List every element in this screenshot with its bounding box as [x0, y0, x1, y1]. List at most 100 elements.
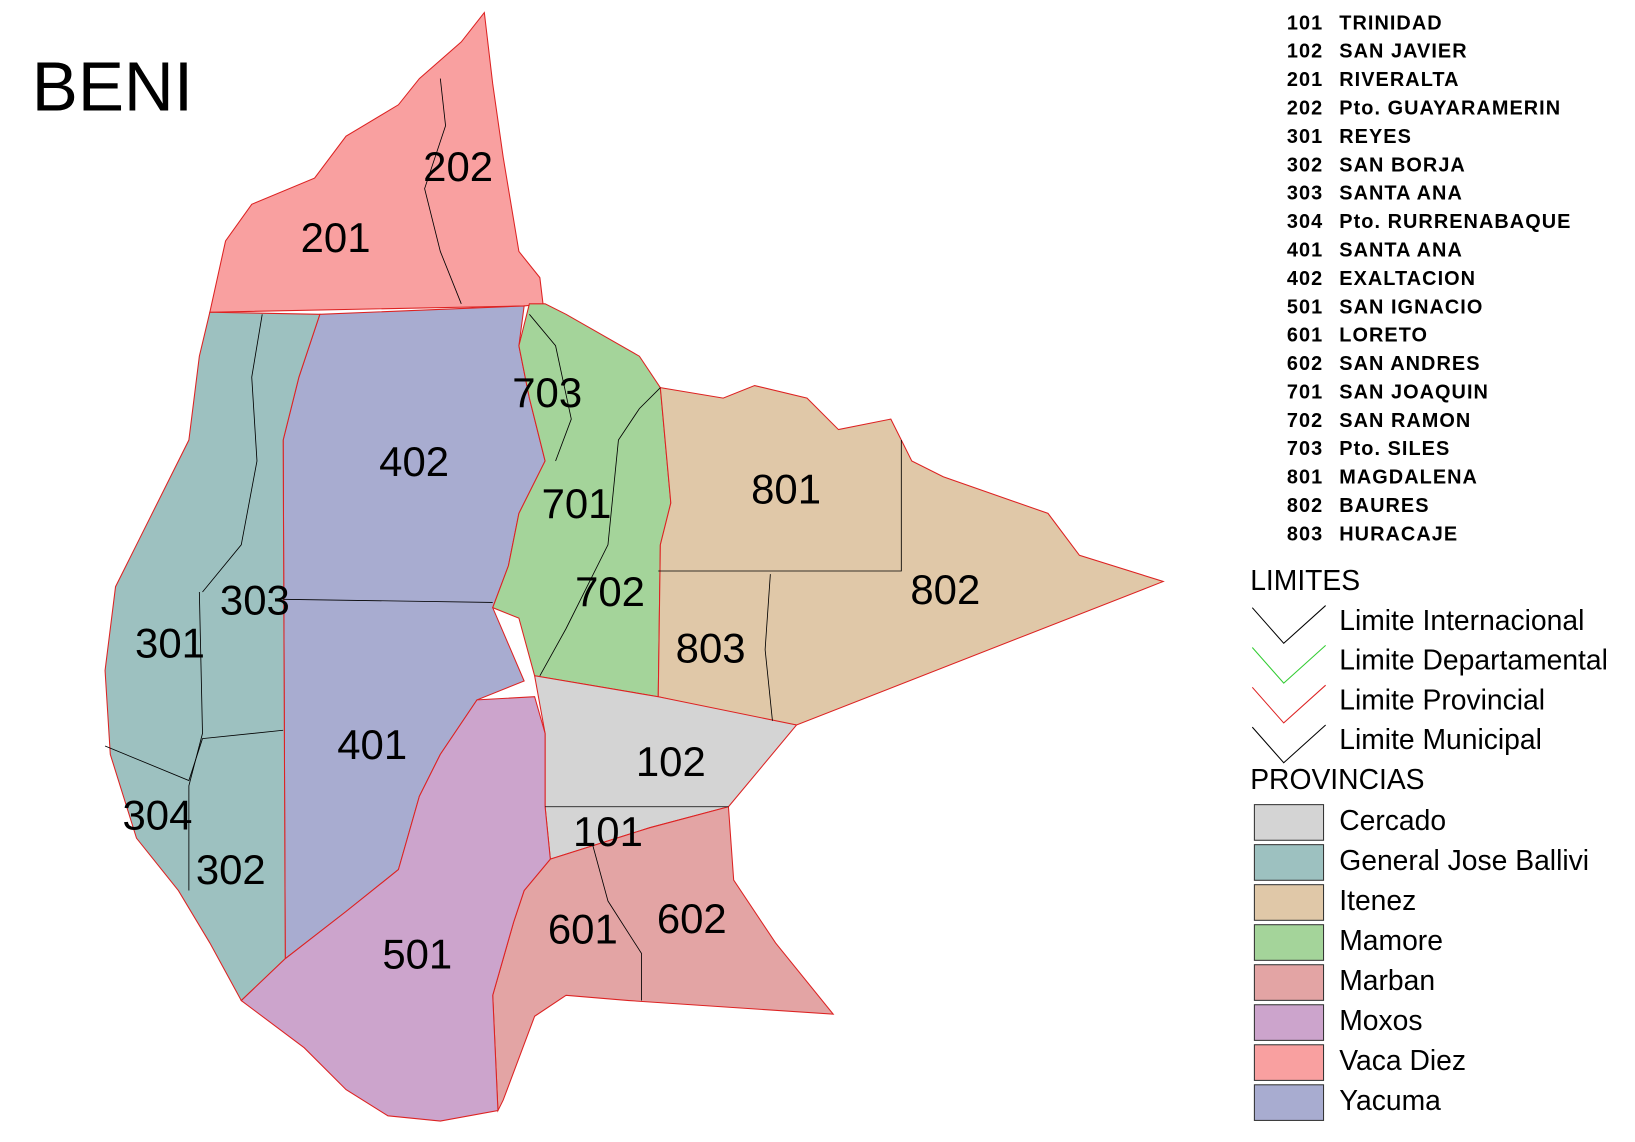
province-swatch [1253, 1084, 1325, 1121]
municipality-name: TRINIDAD [1339, 12, 1442, 34]
limit-label: Limite Internacional [1339, 604, 1584, 636]
municipality-name: SAN JAVIER [1339, 41, 1467, 63]
province-area [657, 385, 1165, 726]
municipality-label: 303 [220, 577, 290, 624]
municipal-boundary [591, 843, 642, 1001]
municipal-boundary [283, 598, 493, 603]
map-labels: 101 102 201 202 301 302 303 304 401 402 501 601 602 7… [122, 143, 980, 978]
legend: 101 TRINIDAD 102 SAN JAVIER 201 RIVERALTA 202 P… [1250, 12, 1608, 1121]
province-name: Moxos [1339, 1004, 1422, 1036]
municipality-code: 602 [1287, 353, 1323, 375]
municipal-boundary [529, 314, 572, 462]
municipality-label: 202 [423, 143, 493, 190]
municipality-code: 803 [1287, 523, 1323, 545]
limit-label: Limite Departamental [1339, 644, 1608, 676]
municipality-code: 302 [1287, 154, 1323, 176]
province-name: Mamore [1339, 924, 1443, 956]
municipality-name: SANTA ANA [1339, 239, 1463, 261]
municipality-name: SAN IGNACIO [1339, 296, 1483, 318]
municipality-name: EXALTACION [1339, 268, 1476, 290]
municipality-label: 703 [512, 369, 582, 416]
municipality-label: 802 [910, 566, 980, 613]
municipality-name: SAN ANDRES [1339, 353, 1480, 375]
municipality-name: SAN BORJA [1339, 154, 1466, 176]
municipality-label: 801 [751, 465, 821, 512]
municipality-label: 302 [196, 846, 266, 893]
limit-symbol [1251, 684, 1326, 724]
province-swatch [1253, 964, 1325, 1001]
municipality-name: Pto. SILES [1339, 438, 1450, 460]
municipality-code: 101 [1287, 12, 1323, 34]
municipality-label: 201 [301, 214, 371, 261]
municipality-name: BAURES [1339, 495, 1429, 517]
municipality-code: 601 [1287, 325, 1323, 347]
province-swatch [1253, 844, 1325, 881]
province-swatch [1253, 804, 1325, 841]
municipality-code: 703 [1287, 438, 1323, 460]
map-title: BENI [32, 47, 193, 125]
municipality-label: 803 [676, 625, 746, 672]
municipality-code: 304 [1287, 211, 1323, 233]
province-swatch [1253, 1044, 1325, 1081]
municipality-code: 202 [1287, 98, 1323, 120]
municipal-boundary [424, 78, 462, 304]
municipal-boundary [104, 729, 284, 782]
municipality-code: 401 [1287, 239, 1323, 261]
municipality-name: RIVERALTA [1339, 69, 1459, 91]
province-name: Cercado [1339, 804, 1446, 836]
municipal-boundary [202, 314, 263, 593]
province-name: General Jose Ballivi [1339, 844, 1589, 876]
provinces-heading: PROVINCIAS [1250, 763, 1424, 795]
municipality-label: 701 [542, 480, 612, 527]
province-area [240, 696, 551, 1122]
municipality-name: SAN RAMON [1339, 410, 1471, 432]
municipality-label: 301 [135, 619, 205, 666]
municipality-label: 304 [122, 791, 192, 838]
limit-symbol [1251, 605, 1326, 645]
municipality-label: 401 [337, 721, 407, 768]
municipality-name: SANTA ANA [1339, 183, 1463, 205]
municipality-name: LORETO [1339, 325, 1428, 347]
municipality-label: 602 [657, 895, 727, 942]
province-swatch [1253, 884, 1325, 921]
regions [104, 11, 1165, 1122]
municipality-code: 303 [1287, 183, 1323, 205]
municipality-code: 801 [1287, 467, 1323, 489]
limit-symbol [1251, 724, 1326, 764]
province-area [104, 311, 321, 1002]
limit-label: Limite Provincial [1339, 683, 1545, 715]
municipality-name: REYES [1339, 126, 1412, 148]
municipality-code: 402 [1287, 268, 1323, 290]
municipality-name: SAN JOAQUIN [1339, 381, 1489, 403]
municipality-label: 501 [382, 931, 452, 978]
limits-heading: LIMITES [1250, 564, 1360, 596]
province-swatch [1253, 924, 1325, 961]
province-name: Itenez [1339, 884, 1416, 916]
municipality-code: 501 [1287, 296, 1323, 318]
municipality-label: 102 [636, 738, 706, 785]
municipality-code: 301 [1287, 126, 1323, 148]
municipality-label: 101 [573, 808, 643, 855]
municipal-boundary [658, 440, 902, 572]
municipality-name: Pto. RURRENABAQUE [1339, 211, 1571, 233]
municipality-code: 102 [1287, 41, 1323, 63]
province-name: Yacuma [1339, 1084, 1441, 1116]
municipality-name: Pto. GUAYARAMERIN [1339, 98, 1561, 120]
municipality-label: 702 [575, 568, 645, 615]
municipality-code: 802 [1287, 495, 1323, 517]
municipality-name: HURACAJE [1339, 523, 1458, 545]
limit-label: Limite Municipal [1339, 723, 1542, 755]
municipality-name: MAGDALENA [1339, 467, 1478, 489]
municipal-boundary [764, 574, 773, 721]
limit-symbol [1251, 644, 1326, 684]
municipality-code: 701 [1287, 381, 1323, 403]
province-name: Vaca Diez [1339, 1044, 1466, 1076]
municipality-code: 702 [1287, 410, 1323, 432]
province-area [209, 11, 544, 313]
municipal-boundary [539, 387, 661, 676]
municipality-label: 601 [548, 906, 618, 953]
province-name: Marban [1339, 964, 1435, 996]
province-swatch [1253, 1004, 1325, 1041]
municipality-label: 402 [379, 438, 449, 485]
